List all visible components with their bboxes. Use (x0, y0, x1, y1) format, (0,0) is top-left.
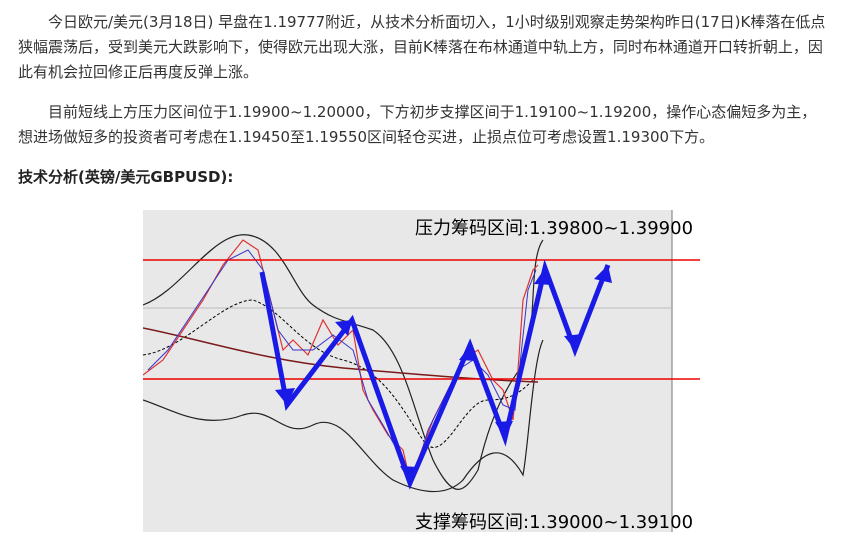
band-lower (143, 339, 544, 493)
arrow-head (594, 265, 612, 283)
arrow-head (495, 421, 513, 438)
price-axis (672, 210, 700, 540)
time-axis (143, 532, 700, 540)
section-heading: 技术分析(英镑/美元GBPUSD): (18, 168, 234, 186)
arrow-head (459, 345, 478, 361)
band-middle (143, 299, 534, 448)
arrow-head (335, 320, 352, 336)
arrow-head (275, 388, 295, 405)
paragraph: 目前短线上方压力区间位于1.19900~1.20000，下方初步支撑区间于1.1… (18, 103, 817, 146)
support-label: 支撑筹码区间:1.39000~1.39100 (415, 512, 693, 533)
paragraph: 今日欧元/美元(3月18日) 早盘在1.19777附近，从技术分析面切入，1小时… (18, 13, 826, 81)
price-line (143, 239, 539, 486)
arrow-head (564, 334, 582, 350)
arrow-head (400, 466, 418, 483)
resistance-label: 压力筹码区间:1.39800~1.39900 (415, 218, 693, 239)
chart-image: 压力筹码区间:1.39800~1.39900 支撑筹码区间:1.39000~1.… (143, 210, 700, 540)
arrow-head (534, 268, 553, 285)
